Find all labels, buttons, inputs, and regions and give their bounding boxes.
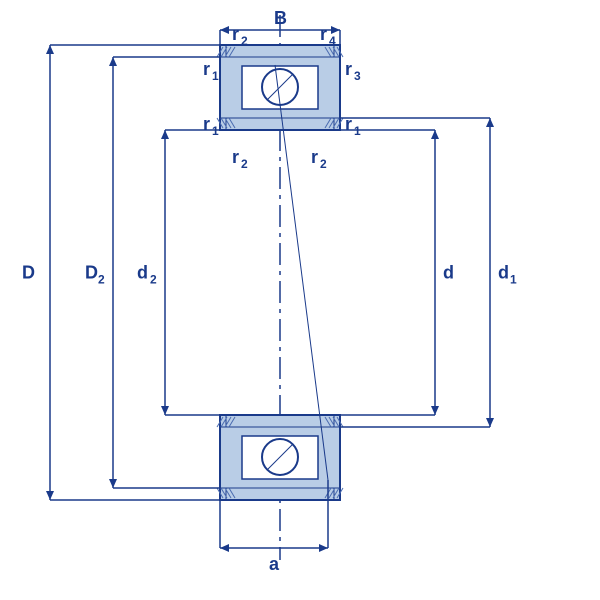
- svg-text:4: 4: [329, 34, 336, 48]
- svg-text:2: 2: [241, 34, 248, 48]
- svg-text:1: 1: [212, 124, 219, 138]
- svg-text:r: r: [311, 147, 318, 167]
- svg-text:r: r: [345, 114, 352, 134]
- svg-text:d: d: [498, 263, 509, 283]
- svg-text:r: r: [203, 114, 210, 134]
- svg-text:d: d: [443, 263, 454, 283]
- svg-text:2: 2: [241, 157, 248, 171]
- svg-text:r: r: [232, 147, 239, 167]
- svg-text:2: 2: [320, 157, 327, 171]
- svg-text:2: 2: [98, 273, 105, 287]
- svg-text:a: a: [269, 554, 280, 574]
- svg-text:1: 1: [354, 124, 361, 138]
- svg-text:3: 3: [354, 69, 361, 83]
- svg-text:d: d: [137, 263, 148, 283]
- svg-text:D: D: [22, 263, 35, 283]
- svg-text:1: 1: [212, 69, 219, 83]
- svg-text:r: r: [203, 59, 210, 79]
- svg-text:1: 1: [510, 273, 517, 287]
- svg-text:r: r: [320, 24, 327, 44]
- svg-text:B: B: [274, 8, 287, 28]
- svg-text:2: 2: [150, 273, 157, 287]
- svg-text:D: D: [85, 263, 98, 283]
- svg-text:r: r: [345, 59, 352, 79]
- svg-text:r: r: [232, 24, 239, 44]
